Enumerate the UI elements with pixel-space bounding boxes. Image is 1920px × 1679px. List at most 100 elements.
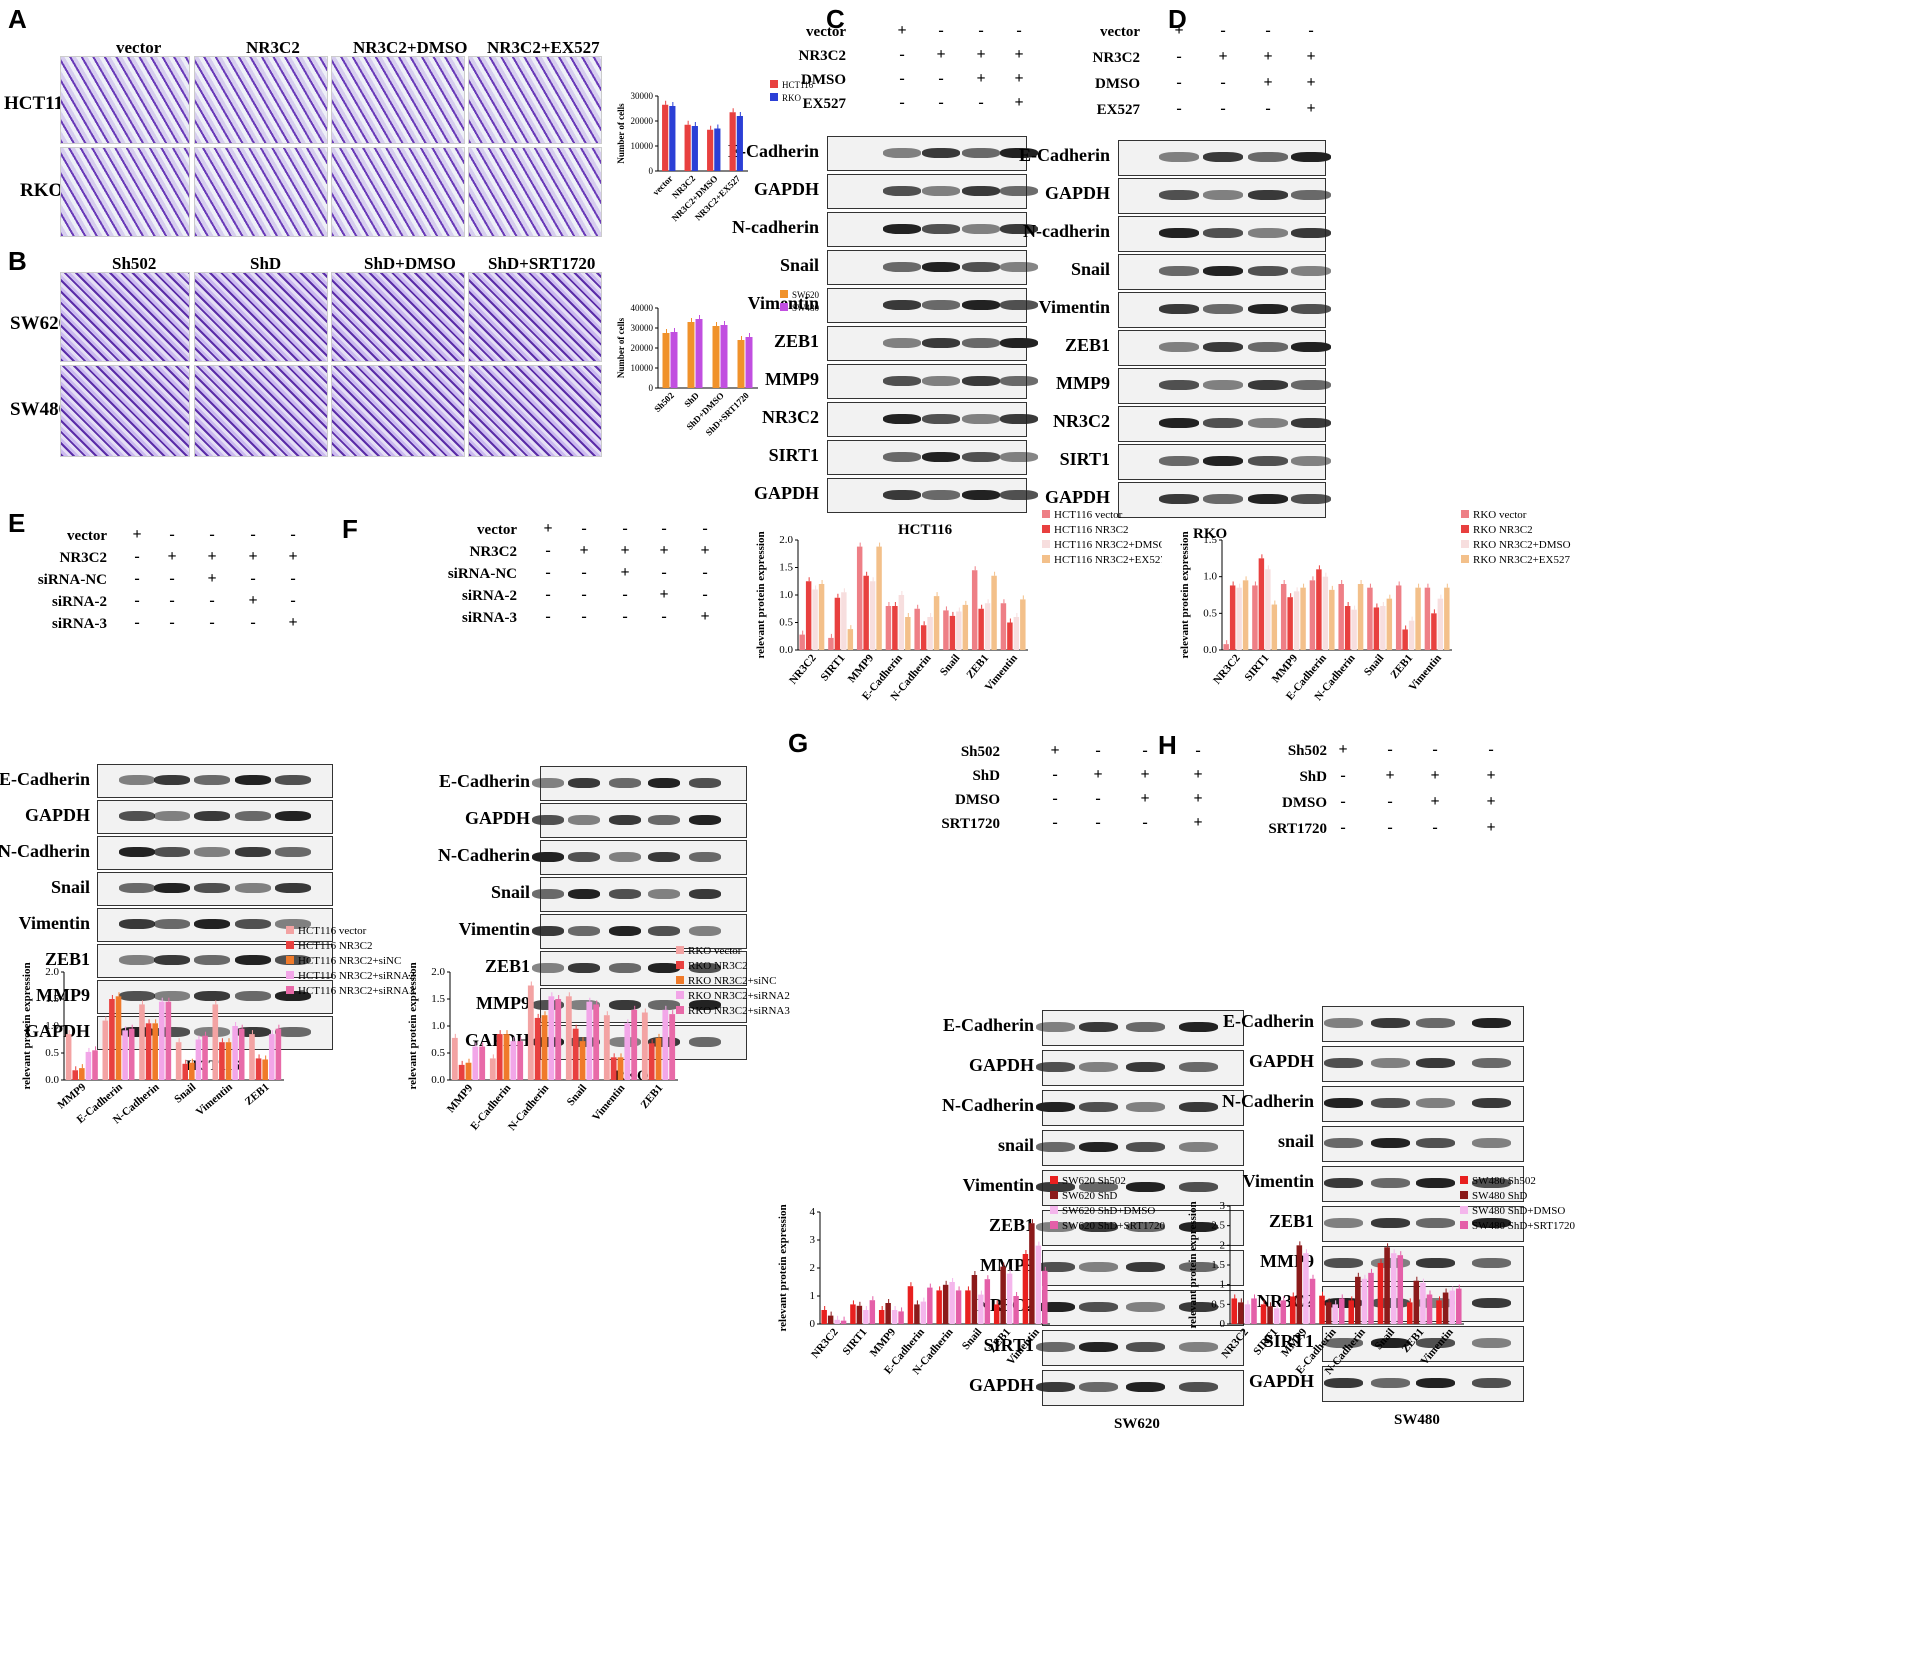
col-label: NR3C2+EX527 — [487, 38, 600, 57]
y-tick-label: 0.5 — [779, 617, 793, 629]
condition-sign: + — [288, 614, 298, 631]
bar — [648, 1043, 655, 1080]
row-label: SW620 — [10, 313, 69, 334]
y-tick-label: 0.5 — [45, 1047, 59, 1059]
blot-band — [882, 375, 922, 386]
bar — [1013, 617, 1020, 650]
condition-sign: + — [936, 46, 946, 63]
bar — [1231, 1298, 1238, 1324]
condition-label: NR3C2 — [469, 544, 518, 560]
bar — [936, 1290, 942, 1324]
condition-sign: - — [169, 570, 175, 587]
blot-band — [1202, 228, 1244, 238]
blot-label: Vimentin — [1038, 297, 1110, 317]
blot-band — [1323, 1098, 1363, 1108]
bar — [1386, 598, 1393, 650]
legend-swatch — [1461, 555, 1469, 563]
condition-sign: - — [1220, 22, 1226, 39]
y-tick-label: 40000 — [631, 303, 654, 313]
condition-sign: - — [622, 520, 628, 537]
blot-band — [1035, 1342, 1075, 1352]
condition-sign: - — [1220, 74, 1226, 91]
bar — [1287, 597, 1293, 650]
blot-band — [1158, 152, 1200, 162]
category-label: Snail — [960, 1326, 985, 1352]
blot-strip — [1118, 330, 1326, 366]
bar — [1316, 569, 1322, 650]
bar — [920, 1301, 927, 1324]
condition-sign: + — [207, 570, 217, 587]
blot-label: MMP9 — [476, 993, 530, 1013]
y-tick-label: 2.5 — [1211, 1220, 1225, 1232]
blot-band — [689, 851, 721, 862]
legend-label: SW620 ShD — [1062, 1190, 1117, 1202]
blot-band — [1471, 1258, 1511, 1268]
y-tick-label: 2.0 — [431, 966, 445, 978]
blot-band — [1323, 1338, 1363, 1348]
blot-band — [961, 299, 1001, 310]
y-tick-label: 2 — [810, 1262, 816, 1274]
blot-band — [153, 883, 191, 893]
blot-label: MMP9 — [1056, 373, 1110, 393]
condition-sign: + — [1193, 814, 1203, 831]
bar — [670, 332, 678, 388]
bar — [1355, 1276, 1361, 1324]
blot-band — [193, 919, 231, 929]
y-tick-label: 2 — [1220, 1239, 1226, 1251]
y-axis-label: relevant protein expression — [21, 962, 33, 1089]
condition-sign: + — [579, 542, 589, 559]
blot-band — [1415, 1258, 1455, 1268]
y-axis-label: relevant protein expression — [777, 1204, 789, 1331]
blot-band — [609, 999, 641, 1010]
micrograph — [468, 147, 602, 237]
bar — [1000, 603, 1007, 650]
blot-band — [274, 919, 312, 929]
blot-label: N-Cadherin — [437, 845, 530, 865]
bar — [1413, 1280, 1420, 1324]
bar — [707, 129, 714, 171]
condition-sign: + — [1385, 767, 1395, 784]
blot-label: E-Cadherin — [1018, 145, 1110, 165]
condition-sign: - — [938, 22, 944, 39]
col-label: ShD+DMSO — [364, 254, 456, 273]
condition-sign: - — [250, 614, 256, 631]
blot-band — [568, 962, 600, 973]
bar — [1357, 584, 1364, 650]
micrograph — [468, 56, 602, 144]
panel-c-label: C — [826, 4, 845, 34]
blot-band — [1125, 1062, 1165, 1072]
blot-band — [1370, 1018, 1410, 1028]
blot-label: E-Cadherin — [727, 141, 819, 161]
condition-sign: - — [1052, 766, 1058, 783]
blot-band — [153, 1027, 191, 1037]
bar — [165, 1001, 172, 1080]
blot-band — [961, 451, 1001, 462]
category-label: ZEB1 — [243, 1081, 272, 1108]
bar — [139, 1004, 145, 1080]
bar — [603, 1015, 610, 1080]
blot-strip — [1118, 482, 1326, 518]
condition-sign: - — [1340, 767, 1346, 784]
bar — [202, 1035, 208, 1080]
blot-label: MMP9 — [36, 985, 90, 1005]
blot-band — [1471, 1298, 1511, 1308]
legend-swatch — [1042, 525, 1050, 533]
condition-sign: + — [543, 520, 553, 537]
bar — [122, 1030, 128, 1080]
condition-sign: - — [1176, 74, 1182, 91]
legend-label: HCT116 vector — [298, 925, 367, 937]
micrograph — [331, 272, 465, 362]
bar — [978, 1294, 984, 1324]
blot-band — [1323, 1258, 1363, 1268]
bar — [669, 1014, 676, 1080]
bar — [949, 1282, 955, 1324]
bar — [1322, 576, 1329, 650]
condition-sign: - — [661, 608, 667, 625]
condition-label: Sh502 — [960, 744, 1000, 760]
blot-band — [193, 1027, 231, 1037]
bar — [128, 1028, 135, 1080]
blot-band — [193, 811, 231, 821]
bar — [268, 1034, 275, 1080]
category-label: ZEB1 — [986, 1326, 1013, 1355]
legend-swatch — [1460, 1191, 1468, 1199]
